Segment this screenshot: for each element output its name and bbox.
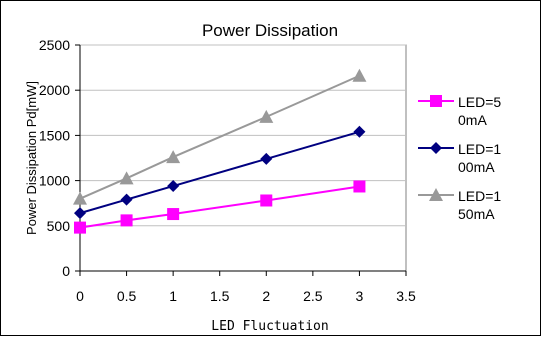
data-point-series-3 — [259, 109, 274, 123]
chart-title: Power Dissipation — [202, 21, 338, 40]
x-axis-label: LED Fluctuation — [211, 319, 328, 334]
y-tick-label: 1000 — [39, 173, 70, 189]
legend-marker-1 — [430, 95, 442, 107]
legend-label-1: LED=5 — [458, 94, 501, 110]
y-tick-label: 2500 — [39, 37, 70, 53]
data-point-series-1 — [74, 221, 86, 234]
data-point-series-3 — [166, 150, 181, 164]
x-tick-label: 0 — [76, 288, 84, 304]
x-tick-label: 1 — [169, 288, 177, 304]
grid-lines — [80, 44, 406, 227]
data-point-series-3 — [352, 68, 367, 82]
x-tick-label: 2 — [262, 288, 270, 304]
data-point-series-1 — [353, 180, 366, 193]
data-point-series-2 — [120, 193, 133, 206]
legend-label-2: LED=1 — [458, 141, 501, 157]
legend-label-3: 50mA — [458, 206, 495, 222]
y-axis-label: Power Dissipation Pd[mW] — [24, 81, 39, 235]
data-point-series-1 — [120, 214, 133, 227]
series-layer — [73, 68, 367, 234]
x-tick-label: 2.5 — [303, 288, 323, 304]
y-tick-label: 500 — [47, 218, 71, 234]
axes: 0 500 1000 1500 2000 2500 0 0.5 1 1.5 2 2.5 3 3.5 — [39, 37, 416, 304]
legend-marker-2 — [430, 142, 442, 154]
data-point-series-1 — [260, 194, 273, 207]
y-tick-label: 1500 — [39, 127, 70, 143]
data-point-series-2 — [167, 180, 180, 193]
legend-marker-3 — [429, 188, 443, 201]
x-tick-label: 0.5 — [117, 288, 137, 304]
legend-label-2: 00mA — [458, 159, 495, 175]
y-tick-label: 0 — [62, 263, 70, 279]
data-point-series-2 — [260, 152, 273, 165]
legend: LED=5 0mA LED=1 00mA LED=1 50mA — [418, 94, 501, 222]
data-point-series-2 — [74, 207, 86, 220]
data-point-series-2 — [353, 125, 366, 138]
x-tick-label: 3.5 — [396, 288, 416, 304]
data-point-series-3 — [73, 191, 87, 205]
data-point-series-1 — [167, 208, 180, 221]
y-tick-label: 2000 — [39, 82, 70, 98]
plot-area — [79, 44, 407, 272]
x-tick-label: 1.5 — [210, 288, 230, 304]
legend-label-3: LED=1 — [458, 188, 501, 204]
x-tick-label: 3 — [356, 288, 364, 304]
data-point-series-3 — [119, 171, 134, 185]
legend-label-1: 0mA — [458, 112, 487, 128]
